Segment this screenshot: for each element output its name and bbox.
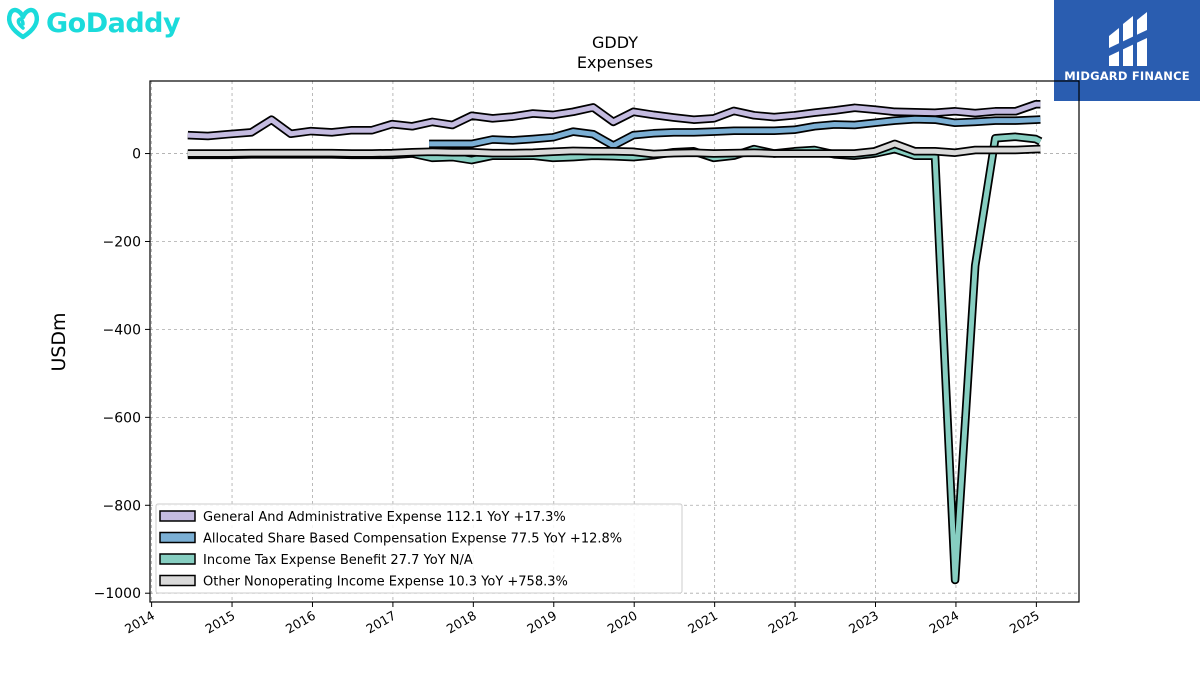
series-line [429, 116, 1041, 149]
chart-subtitle: Expenses [577, 53, 653, 72]
y-tick-label: −600 [103, 410, 141, 426]
y-tick-label: −800 [103, 498, 141, 514]
legend-swatch [159, 553, 196, 565]
midgard-finance-logo-text: MIDGARD FINANCE [1064, 69, 1190, 83]
y-tick-label: 0 [132, 147, 141, 163]
x-tick-label: 2025 [1007, 608, 1042, 637]
y-axis-label: USDm [48, 312, 70, 371]
x-tick-label: 2023 [846, 608, 881, 637]
y-tick-label: −1000 [94, 586, 141, 602]
x-tick-label: 2024 [926, 608, 961, 637]
legend-swatch [159, 510, 196, 522]
legend-box [155, 503, 683, 594]
series-lines [187, 100, 1043, 585]
series-3 [187, 139, 1041, 159]
x-tick-label: 2016 [283, 608, 318, 637]
x-tick-label: 2019 [524, 608, 559, 637]
legend-entry: Allocated Share Based Compensation Expen… [203, 532, 622, 547]
x-tick-label: 2020 [605, 608, 640, 637]
godaddy-logo-icon [6, 7, 40, 40]
legend-swatch [159, 531, 196, 544]
x-tick-label: 2018 [444, 608, 479, 637]
godaddy-logo: GoDaddy [4, 4, 181, 42]
legend: General And Administrative Expense 112.1… [155, 503, 683, 594]
legend-entry: Other Nonoperating Income Expense 10.3 Y… [203, 575, 568, 590]
godaddy-logo-text: GoDaddy [46, 7, 181, 39]
series-1 [429, 115, 1041, 150]
series-line [187, 141, 1041, 157]
midgard-finance-emblem-icon [1109, 12, 1147, 66]
midgard-finance-logo: MIDGARD FINANCE [1054, 0, 1200, 101]
x-tick-label: 2014 [122, 608, 157, 637]
legend-swatch [159, 574, 196, 587]
series-0 [187, 100, 1041, 141]
x-tick-label: 2015 [202, 608, 237, 637]
x-tick-label: 2017 [363, 608, 398, 637]
y-tick-label: −400 [103, 322, 141, 338]
chart-title: GDDY [592, 33, 638, 52]
y-tick-label: −200 [103, 234, 141, 250]
legend-entry: Income Tax Expense Benefit 27.7 YoY N/A [203, 553, 473, 568]
x-tick-label: 2021 [685, 608, 720, 637]
series-line [187, 101, 1041, 139]
x-tick-label: 2022 [766, 608, 801, 637]
plot-frame [149, 80, 1080, 603]
legend-entry: General And Administrative Expense 112.1… [203, 510, 566, 525]
